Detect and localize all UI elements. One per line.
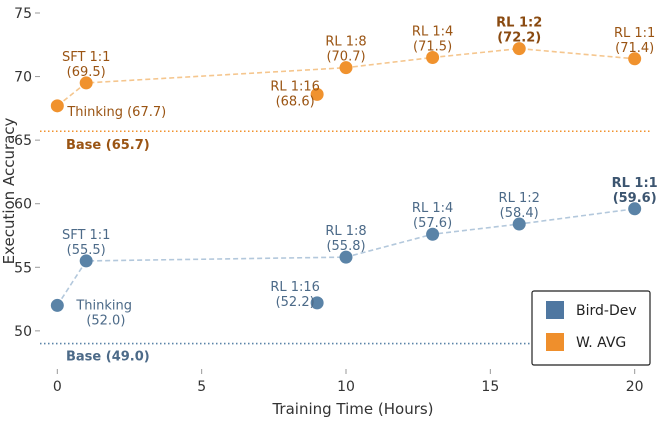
point-value-bird-dev: (55.8) <box>326 239 365 254</box>
series-line-layer <box>56 47 635 306</box>
x-tick-label: 10 <box>337 379 355 395</box>
data-point-bird-dev <box>339 250 353 264</box>
point-label-w-avg: Thinking (67.7) <box>66 105 166 120</box>
legend-swatch-bird-dev <box>546 301 564 319</box>
point-label-bird-dev: RL 1:1 <box>612 176 658 191</box>
data-point-bird-dev <box>628 202 642 216</box>
data-point-w-avg <box>79 76 93 90</box>
data-point-w-avg <box>628 52 642 66</box>
baseline-label-bird-dev: Base (49.0) <box>66 350 150 365</box>
point-value-bird-dev: (57.6) <box>413 216 452 231</box>
point-label-bird-dev: RL 1:2 <box>499 191 540 206</box>
baseline-layer: Base (65.7) Base (49.0) <box>40 130 652 365</box>
data-point-bird-dev <box>50 298 64 312</box>
data-point-bird-dev <box>512 217 526 231</box>
point-label-bird-dev: SFT 1:1 <box>62 228 111 243</box>
point-label-w-avg: RL 1:8 <box>325 35 366 50</box>
data-point-w-avg <box>310 87 324 101</box>
y-tick-label: 55 <box>14 260 32 276</box>
axes-layer: 0 5 10 15 20 50 55 60 65 70 75 <box>14 6 643 395</box>
point-value-bird-dev: (52.0) <box>86 313 125 328</box>
point-label-bird-dev: RL 1:8 <box>325 224 366 239</box>
series-line-bird-dev <box>56 208 635 306</box>
x-tick-label: 5 <box>197 379 206 395</box>
data-point-bird-dev <box>310 296 324 310</box>
point-label-bird-dev: Thinking <box>75 298 132 313</box>
point-value-w-avg: (71.4) <box>615 41 654 56</box>
y-tick-label: 50 <box>14 324 32 340</box>
legend-swatch-w-avg <box>546 333 564 351</box>
legend: Bird-Dev W. AVG <box>531 290 651 366</box>
point-value-bird-dev: (59.6) <box>613 191 657 206</box>
x-tick-label: 15 <box>481 379 499 395</box>
point-value-bird-dev: (58.4) <box>500 206 539 221</box>
data-point-w-avg <box>426 51 440 64</box>
data-point-bird-dev <box>79 254 93 268</box>
points-layer <box>50 42 642 312</box>
legend-label-bird-dev: Bird-Dev <box>576 303 637 319</box>
point-value-w-avg: (72.2) <box>497 31 541 46</box>
point-label-w-avg: RL 1:16 <box>270 79 320 94</box>
point-value-bird-dev: (55.5) <box>67 243 106 258</box>
point-value-bird-dev: (52.2) <box>276 295 315 310</box>
x-axis-title: Training Time (Hours) <box>271 400 433 418</box>
point-value-w-avg: (68.6) <box>276 94 315 109</box>
point-label-bird-dev: RL 1:4 <box>412 201 453 216</box>
y-tick-label: 70 <box>14 70 32 86</box>
legend-label-w-avg: W. AVG <box>576 335 626 351</box>
data-point-w-avg <box>512 42 526 56</box>
labels-layer: Thinking (67.7)SFT 1:1(69.5)RL 1:16(68.6… <box>62 16 658 329</box>
data-point-w-avg <box>339 61 353 75</box>
point-label-w-avg: RL 1:1 <box>614 26 655 41</box>
point-value-w-avg: (71.5) <box>413 40 452 55</box>
data-point-bird-dev <box>426 227 440 241</box>
x-tick-label: 20 <box>626 379 644 395</box>
y-tick-label: 65 <box>14 133 32 149</box>
point-value-w-avg: (70.7) <box>326 50 365 65</box>
data-point-w-avg <box>50 99 64 113</box>
y-axis-title: Execution Accuracy <box>0 117 18 264</box>
y-tick-label: 60 <box>14 197 32 213</box>
point-value-w-avg: (69.5) <box>67 65 106 80</box>
y-tick-label: 75 <box>14 6 32 22</box>
point-label-w-avg: SFT 1:1 <box>62 50 111 65</box>
point-label-w-avg: RL 1:2 <box>496 16 542 31</box>
point-label-w-avg: RL 1:4 <box>412 25 453 40</box>
x-tick-label: 0 <box>53 379 62 395</box>
point-label-bird-dev: RL 1:16 <box>270 280 320 295</box>
series-line-w-avg <box>56 47 635 107</box>
baseline-label-w-avg: Base (65.7) <box>66 138 150 153</box>
